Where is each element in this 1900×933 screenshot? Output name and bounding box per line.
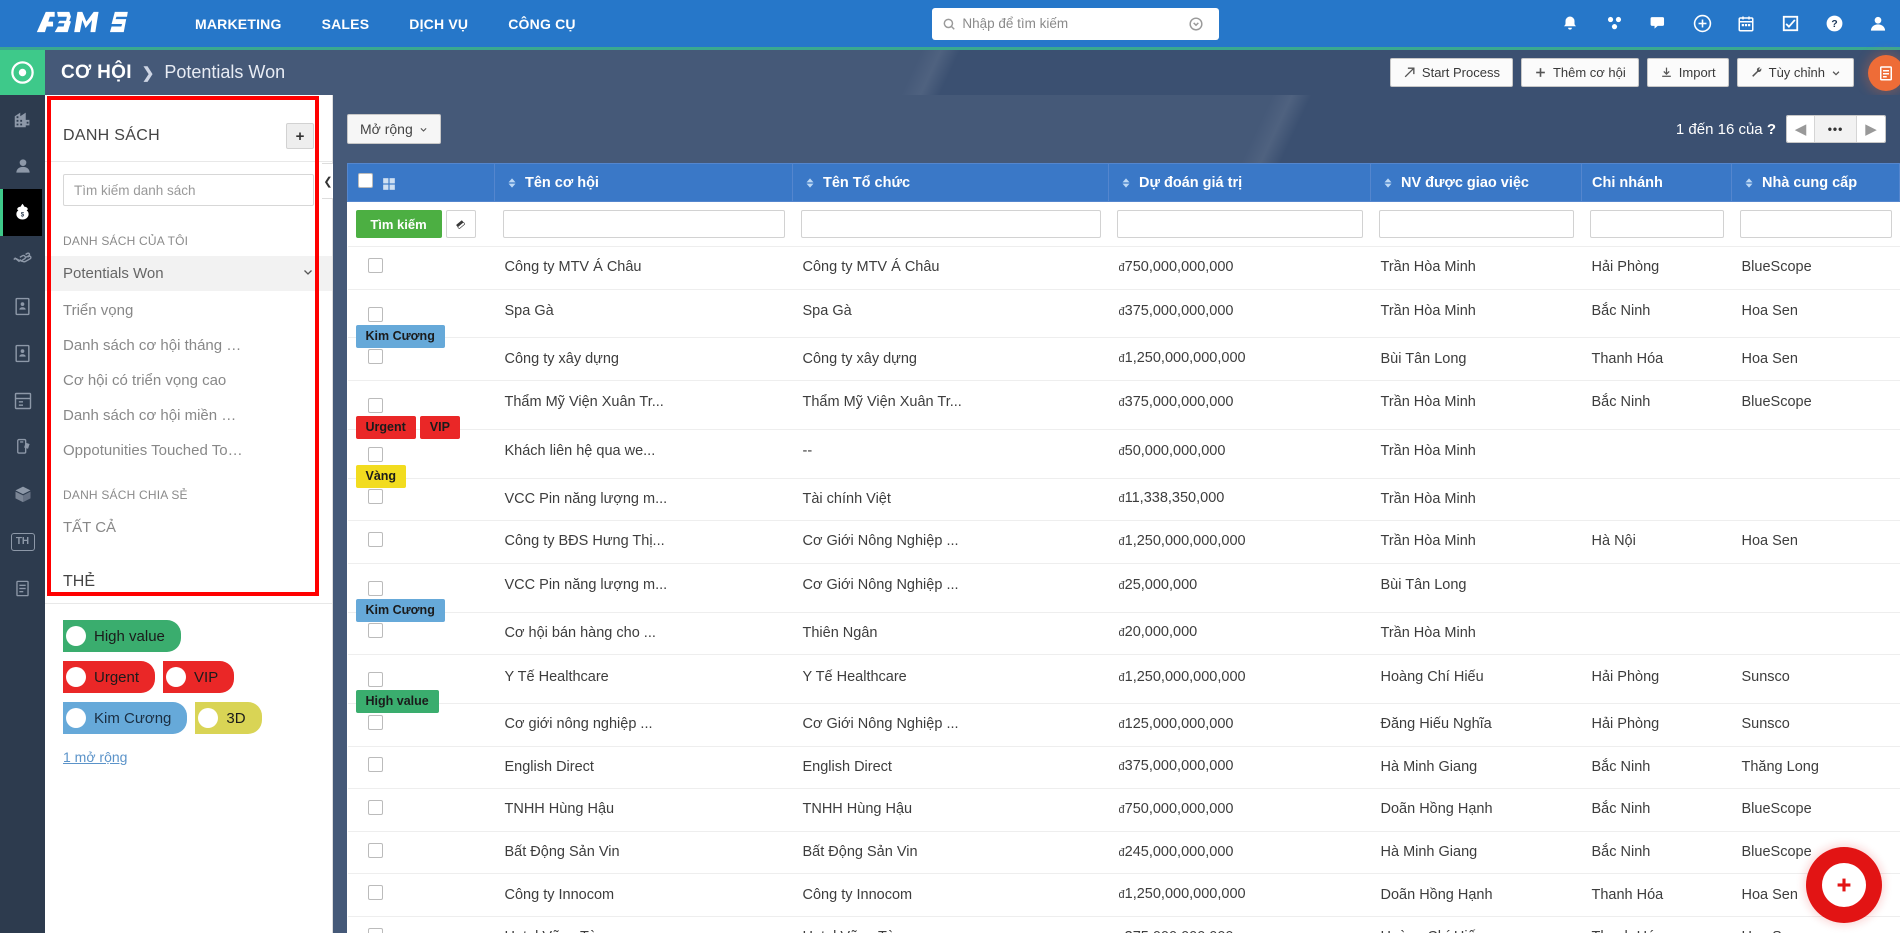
svg-text:$: $ xyxy=(21,211,25,218)
svg-text:?: ? xyxy=(1831,19,1837,30)
